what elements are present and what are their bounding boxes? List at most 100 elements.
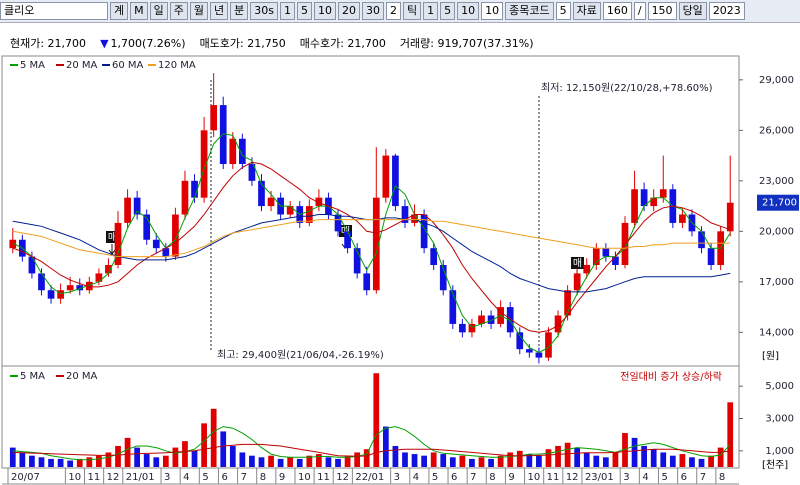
date[interactable]: 2023	[708, 2, 745, 20]
candle-body	[363, 273, 371, 291]
candle-body	[286, 206, 294, 215]
signal: 매	[108, 232, 117, 244]
code-label[interactable]: 종목코드	[505, 2, 554, 20]
candle-body	[372, 197, 380, 291]
period-button[interactable]: 1	[279, 2, 295, 20]
candle-body	[66, 285, 74, 291]
period-button[interactable]: 20	[337, 2, 360, 20]
volume-bar	[268, 455, 274, 467]
candle-body	[583, 265, 591, 274]
volume-bar	[469, 458, 475, 467]
x-tick-label: 8	[260, 472, 266, 483]
volume-bar	[545, 449, 552, 467]
candle-body	[210, 105, 218, 131]
candle-body	[468, 323, 476, 333]
volume-bar	[354, 452, 361, 467]
period-button[interactable]: 월	[189, 2, 208, 20]
candle-body	[382, 155, 390, 198]
x-tick-label: 5	[432, 472, 438, 483]
x-tick-label: 10	[528, 472, 541, 483]
volume-bar	[29, 455, 35, 467]
period-button[interactable]: 일	[149, 2, 168, 20]
candle-body	[239, 138, 246, 164]
x-tick-label: 6	[451, 472, 457, 483]
tick-option[interactable]: 10	[457, 2, 480, 20]
candle-body	[334, 214, 342, 232]
volume-bar	[459, 455, 466, 467]
last-price-box	[757, 194, 799, 211]
x-tick-label: 3	[164, 472, 170, 483]
candle-body	[191, 180, 198, 198]
volume-bar	[612, 452, 619, 467]
info-item: 1,700(7.26%)	[110, 36, 186, 50]
period-button[interactable]: 30s	[250, 2, 278, 20]
volume-bar	[373, 373, 380, 467]
tick-option[interactable]: 1	[423, 2, 439, 20]
candle-body	[420, 214, 428, 249]
volume-bar	[698, 458, 705, 467]
candle-body	[449, 290, 457, 324]
candle-body	[172, 214, 179, 257]
ma-line	[12, 161, 731, 333]
data-total[interactable]: 150	[647, 2, 677, 20]
y-tick-label: 17,000	[759, 277, 794, 288]
candle-body	[105, 265, 112, 274]
volume-bar	[220, 431, 227, 467]
x-tick-label: 7	[700, 472, 706, 483]
ma-line	[12, 133, 731, 354]
period-button[interactable]: 5	[296, 2, 312, 20]
volume-bar	[172, 447, 179, 467]
volume-bar	[143, 454, 150, 467]
search-box[interactable]: 클리오	[0, 2, 108, 20]
candle-body	[267, 197, 275, 207]
candle-body	[152, 239, 160, 249]
volume-bar	[421, 455, 427, 467]
volume-bar	[48, 458, 54, 467]
last-price-label: 21,700	[762, 198, 797, 209]
candle-body	[229, 138, 237, 164]
today-label[interactable]: 당일	[678, 2, 707, 20]
tick-option[interactable]: 5	[440, 2, 456, 20]
volume-bar	[182, 441, 188, 467]
x-tick-label: 7	[470, 472, 476, 483]
tick-value[interactable]: 10	[481, 2, 504, 20]
x-tick-label: 11	[88, 472, 101, 483]
volume-bar	[229, 445, 236, 467]
tick-unit[interactable]: 틱	[402, 2, 422, 20]
button[interactable]: M	[130, 2, 148, 20]
volume-bar	[708, 455, 714, 467]
data-label[interactable]: 자료	[572, 2, 601, 20]
x-tick-label: 6	[681, 472, 687, 483]
volume-pane	[1, 365, 740, 469]
period-button[interactable]: 10	[313, 2, 336, 20]
info-item: 거래량: 919,707(37.31%)	[399, 37, 534, 50]
period-button[interactable]: 분	[230, 2, 249, 20]
candle-body	[659, 189, 667, 198]
x-tick-label: 12	[107, 472, 120, 483]
x-tick-label: 9	[279, 472, 285, 483]
step[interactable]: 5	[555, 2, 571, 20]
period-button[interactable]: 30	[361, 2, 384, 20]
x-tick-label: 8	[489, 472, 495, 483]
volume-bar	[669, 455, 676, 467]
volume-bar	[115, 445, 121, 467]
candle-body	[219, 105, 227, 164]
volume-bar	[689, 457, 695, 467]
volume-bar	[249, 455, 255, 467]
volume-bar	[86, 457, 93, 467]
volume-bar	[38, 457, 45, 467]
low-annotation: 최저: 12,150원(22/10/28,+78.60%)	[541, 82, 713, 94]
candle-body	[344, 231, 351, 249]
data-count[interactable]: 160	[602, 2, 632, 20]
tick-count[interactable]: 2	[385, 2, 401, 20]
x-tick-label: 4	[413, 472, 419, 483]
button[interactable]: 계	[110, 2, 129, 20]
volume-bar	[191, 450, 198, 467]
volume-bar	[641, 445, 647, 467]
volume-unit: [천주]	[762, 459, 788, 471]
period-button[interactable]: 주	[169, 2, 188, 20]
period-button[interactable]: 년	[210, 2, 229, 20]
volume-bar	[602, 457, 609, 467]
price-pane	[1, 55, 740, 367]
x-tick-label: 6	[221, 472, 227, 483]
